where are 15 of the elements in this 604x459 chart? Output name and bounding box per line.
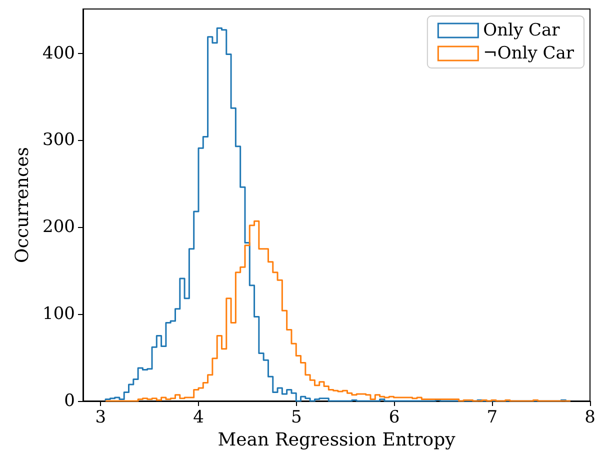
y-tick-label: 400 [42,43,75,64]
x-axis-title: Mean Regression Entropy [218,429,456,450]
x-tick-label: 8 [584,408,596,428]
legend-label: Only Car [483,20,561,40]
y-tick-label: 100 [42,304,75,324]
x-tick-label: 5 [290,408,302,428]
y-tick-label: 0 [64,391,75,411]
x-tick-label: 7 [486,408,498,428]
y-tick-label: 300 [42,130,75,150]
x-tick-label: 4 [193,408,204,428]
x-tick-label: 3 [95,408,106,428]
y-axis-title: Occurrences [12,147,34,263]
legend-label: ¬Only Car [483,44,575,64]
y-tick-label: 200 [42,217,75,238]
x-tick-label: 6 [388,408,400,428]
